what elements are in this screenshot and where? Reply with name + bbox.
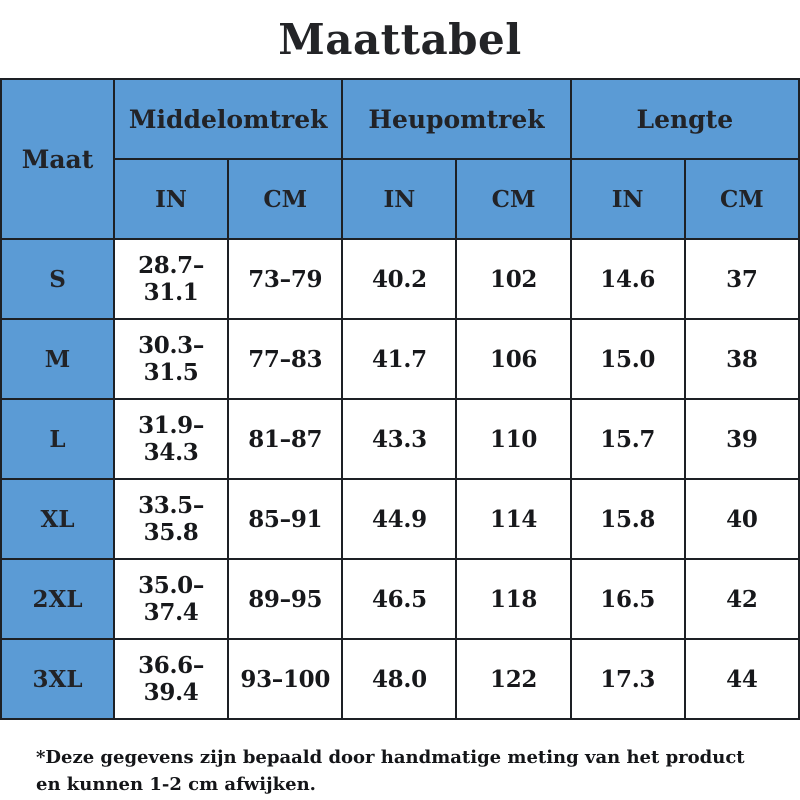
size-label: 3XL <box>0 638 115 720</box>
unit-header: CM <box>683 158 800 240</box>
page-title: Maattabel <box>278 14 522 64</box>
group-header-middelomtrek: Middelomtrek <box>112 78 344 160</box>
value-cell: 28.7–31.1 <box>112 238 230 320</box>
value-cell: 40.2 <box>341 238 458 320</box>
value-cell: 114 <box>455 478 572 560</box>
footnote: *Deze gegevens zijn bepaald door handmat… <box>36 747 745 795</box>
value-cell: 44.9 <box>341 478 458 560</box>
value-cell: 44 <box>683 638 800 720</box>
value-cell: 35.0–37.4 <box>112 558 230 640</box>
value-cell: 122 <box>455 638 572 720</box>
value-cell: 31.9–34.3 <box>112 398 230 480</box>
unit-header-row: IN CM IN CM IN CM <box>1 158 800 240</box>
unit-header: CM <box>227 158 344 240</box>
value-cell: 106 <box>455 318 572 400</box>
corner-header-maat: Maat <box>0 78 115 240</box>
size-label: XL <box>0 478 115 560</box>
title-bar: Maattabel <box>0 0 800 78</box>
value-cell: 85–91 <box>227 478 344 560</box>
value-cell: 48.0 <box>341 638 458 720</box>
value-cell: 73–79 <box>227 238 344 320</box>
value-cell: 42 <box>683 558 800 640</box>
value-cell: 15.8 <box>569 478 686 560</box>
size-label: 2XL <box>0 558 115 640</box>
value-cell: 77–83 <box>227 318 344 400</box>
value-cell: 33.5–35.8 <box>112 478 230 560</box>
value-cell: 38 <box>683 318 800 400</box>
value-cell: 16.5 <box>569 558 686 640</box>
value-cell: 14.6 <box>569 238 686 320</box>
value-cell: 89–95 <box>227 558 344 640</box>
group-header-heupomtrek: Heupomtrek <box>341 78 572 160</box>
value-cell: 40 <box>683 478 800 560</box>
value-cell: 37 <box>683 238 800 320</box>
unit-header: CM <box>455 158 572 240</box>
value-cell: 118 <box>455 558 572 640</box>
size-label: M <box>0 318 115 400</box>
size-label: S <box>0 238 115 320</box>
value-cell: 43.3 <box>341 398 458 480</box>
size-table: Maat Middelomtrek Heupomtrek Lengte IN C… <box>0 78 800 720</box>
size-table-body: S 28.7–31.1 73–79 40.2 102 14.6 37 M 30.3–31.5 77… <box>0 238 800 720</box>
value-cell: 30.3–31.5 <box>112 318 230 400</box>
value-cell: 36.6–39.4 <box>112 638 230 720</box>
size-table-header: Maat Middelomtrek Heupomtrek Lengte IN C… <box>0 78 800 240</box>
table-row: M 30.3–31.5 77–83 41.7 106 15.0 38 <box>0 318 800 400</box>
value-cell: 39 <box>683 398 800 480</box>
value-cell: 110 <box>455 398 572 480</box>
value-cell: 81–87 <box>227 398 344 480</box>
group-header-row: Maat Middelomtrek Heupomtrek Lengte <box>0 78 800 240</box>
group-header-lengte: Lengte <box>569 78 800 160</box>
size-label: L <box>0 398 115 480</box>
value-cell: 17.3 <box>569 638 686 720</box>
table-row: 2XL 35.0–37.4 89–95 46.5 118 16.5 42 <box>0 558 800 640</box>
table-row: XL 33.5–35.8 85–91 44.9 114 15.8 40 <box>0 478 800 560</box>
value-cell: 46.5 <box>341 558 458 640</box>
value-cell: 93–100 <box>227 638 344 720</box>
table-row: S 28.7–31.1 73–79 40.2 102 14.6 37 <box>0 238 800 320</box>
value-cell: 102 <box>455 238 572 320</box>
value-cell: 15.0 <box>569 318 686 400</box>
unit-header: IN <box>569 158 686 240</box>
table-row: L 31.9–34.3 81–87 43.3 110 15.7 39 <box>0 398 800 480</box>
unit-header: IN <box>112 158 230 240</box>
unit-header: IN <box>341 158 458 240</box>
value-cell: 15.7 <box>569 398 686 480</box>
value-cell: 41.7 <box>341 318 458 400</box>
table-row: 3XL 36.6–39.4 93–100 48.0 122 17.3 44 <box>0 638 800 720</box>
